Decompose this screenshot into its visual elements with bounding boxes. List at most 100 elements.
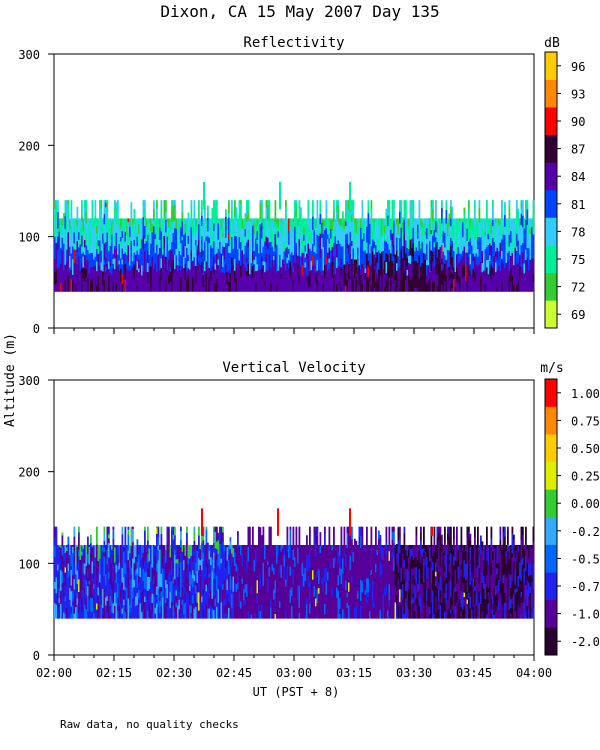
heatmap-cell bbox=[120, 565, 122, 575]
heatmap-cell bbox=[178, 548, 181, 563]
heatmap-column bbox=[256, 218, 259, 292]
heatmap-cell bbox=[370, 245, 373, 253]
heatmap-cell bbox=[402, 279, 404, 292]
heatmap-cell bbox=[165, 256, 167, 272]
heatmap-cell bbox=[426, 264, 428, 276]
heatmap-cell bbox=[192, 218, 194, 222]
heatmap-column bbox=[169, 218, 172, 292]
heatmap-cell bbox=[148, 614, 151, 619]
heatmap-cell bbox=[468, 256, 470, 263]
heatmap-cell bbox=[526, 224, 529, 238]
heatmap-cell bbox=[198, 610, 200, 619]
heatmap-cell bbox=[115, 572, 118, 584]
heatmap-cell bbox=[390, 239, 392, 254]
heatmap-column bbox=[246, 545, 248, 619]
heatmap-column bbox=[151, 545, 154, 619]
heatmap-cell bbox=[178, 567, 181, 580]
heatmap-cell bbox=[348, 573, 350, 583]
heatmap-cell bbox=[526, 247, 529, 259]
heatmap-cell bbox=[324, 219, 326, 226]
heatmap-cell bbox=[115, 202, 118, 209]
heatmap-cell bbox=[418, 254, 421, 265]
heatmap-cell bbox=[129, 236, 131, 246]
heatmap-cell bbox=[202, 526, 205, 537]
heatmap-column bbox=[505, 218, 508, 292]
heatmap-cell bbox=[246, 214, 248, 223]
heatmap-cell bbox=[489, 218, 491, 227]
heatmap-column bbox=[156, 200, 158, 292]
heatmap-cell bbox=[342, 601, 344, 610]
heatmap-column bbox=[117, 545, 119, 619]
heatmap-cell bbox=[177, 585, 179, 600]
heatmap-cell bbox=[346, 279, 349, 292]
heatmap-cell bbox=[414, 287, 416, 292]
heatmap-cell bbox=[357, 247, 359, 262]
heatmap-cell bbox=[319, 223, 322, 234]
heatmap-cell bbox=[532, 258, 535, 275]
heatmap-cell bbox=[229, 564, 232, 571]
heatmap-cell bbox=[346, 260, 349, 273]
heatmap-cell bbox=[526, 200, 529, 210]
heatmap-column bbox=[411, 200, 413, 292]
heatmap-cell bbox=[64, 552, 67, 568]
heatmap-cell bbox=[249, 238, 251, 254]
heatmap-cell bbox=[81, 220, 83, 236]
heatmap-cell bbox=[291, 279, 293, 292]
heatmap-cell bbox=[129, 612, 131, 619]
heatmap-cell bbox=[153, 553, 155, 570]
heatmap-cell bbox=[420, 235, 422, 244]
heatmap-cell bbox=[475, 244, 478, 254]
heatmap-cell bbox=[304, 598, 307, 610]
heatmap-cell bbox=[157, 602, 160, 607]
heatmap-cell bbox=[292, 559, 295, 570]
heatmap-cell bbox=[522, 200, 524, 216]
heatmap-cell bbox=[427, 248, 430, 261]
heatmap-cell bbox=[229, 569, 232, 576]
heatmap-cell bbox=[57, 570, 59, 584]
heatmap-cell bbox=[471, 273, 473, 285]
heatmap-cell bbox=[69, 554, 71, 570]
heatmap-cell bbox=[189, 236, 191, 251]
heatmap-cell bbox=[238, 202, 241, 213]
heatmap-cell bbox=[121, 551, 124, 569]
heatmap-column bbox=[507, 218, 509, 292]
heatmap-column bbox=[442, 218, 445, 292]
heatmap-cell bbox=[460, 231, 463, 245]
heatmap-column bbox=[102, 218, 104, 292]
heatmap-cell bbox=[165, 219, 167, 233]
heatmap-cell bbox=[339, 548, 341, 556]
heatmap-cell bbox=[279, 579, 281, 590]
heatmap-cell bbox=[123, 232, 125, 240]
heatmap-cell bbox=[156, 537, 158, 549]
heatmap-cell bbox=[199, 225, 202, 240]
heatmap-cell bbox=[399, 200, 401, 207]
heatmap-cell bbox=[327, 562, 329, 572]
heatmap-cell bbox=[369, 218, 371, 225]
heatmap-cell bbox=[319, 248, 322, 258]
heatmap-cell bbox=[259, 276, 262, 288]
heatmap-cell bbox=[163, 555, 166, 569]
heatmap-cell bbox=[417, 262, 419, 273]
heatmap-cell bbox=[316, 527, 319, 536]
heatmap-column bbox=[298, 200, 301, 292]
heatmap-cell bbox=[207, 577, 209, 589]
heatmap-cell bbox=[313, 285, 316, 292]
heatmap-cell bbox=[183, 256, 185, 269]
heatmap-cell bbox=[316, 252, 319, 261]
colorbar-label: 93 bbox=[571, 87, 585, 101]
heatmap-cell bbox=[240, 554, 242, 564]
heatmap-cell bbox=[340, 595, 343, 610]
heatmap-cell bbox=[55, 558, 58, 570]
heatmap-cell bbox=[244, 276, 247, 282]
heatmap-cell bbox=[75, 249, 77, 261]
heatmap-cell bbox=[307, 204, 310, 217]
heatmap-cell bbox=[507, 275, 509, 283]
heatmap-cell bbox=[139, 545, 142, 551]
heatmap-cell bbox=[142, 580, 145, 590]
heatmap-cell bbox=[135, 586, 137, 597]
heatmap-cell bbox=[58, 546, 61, 560]
heatmap-cell bbox=[94, 247, 97, 257]
heatmap-cell bbox=[265, 228, 268, 237]
heatmap-column bbox=[516, 200, 518, 292]
heatmap-cell bbox=[499, 256, 502, 272]
